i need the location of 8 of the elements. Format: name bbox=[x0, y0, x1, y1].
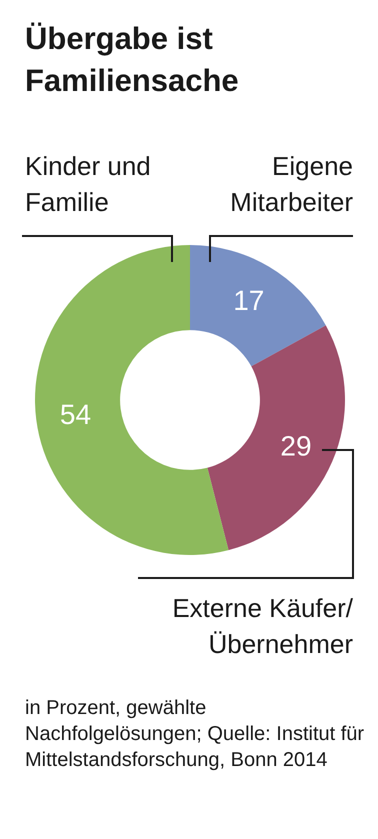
chart-title: Übergabe ist Familiensache bbox=[25, 20, 240, 100]
data-label: 17 bbox=[233, 285, 264, 316]
slice-label: Kinder und Familie bbox=[25, 150, 152, 219]
slice-label: Eigene Mitarbeiter bbox=[229, 150, 353, 219]
data-label: 29 bbox=[280, 430, 312, 462]
text: in Prozent, gewählte Nachfolgelösungen; Quelle: Institut für Mittelstandsforschung, Bonn 2014 bbox=[25, 696, 365, 773]
slice-label: Externe Käufer/ Übernehmer bbox=[171, 592, 353, 661]
data-label: 54 bbox=[60, 398, 92, 430]
